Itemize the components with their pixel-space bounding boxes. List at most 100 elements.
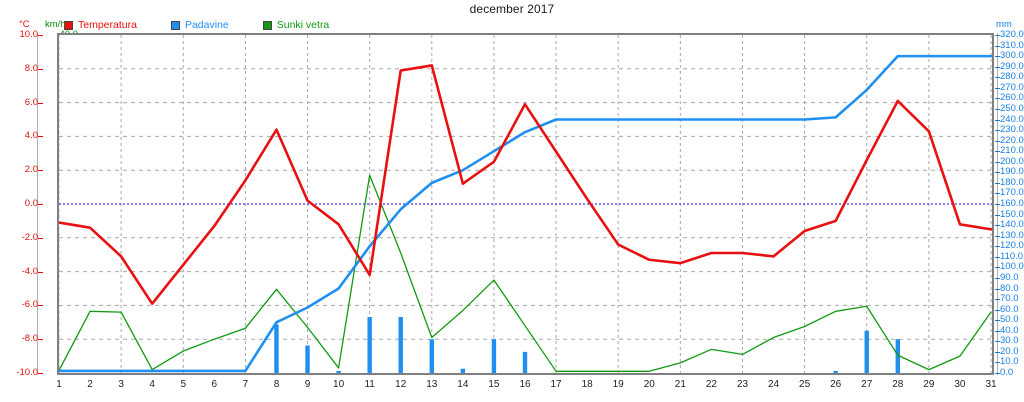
x-axis-tick-label: 3	[118, 379, 124, 390]
x-axis-tick-label: 18	[581, 379, 593, 390]
x-axis-tick-label: 5	[180, 379, 187, 390]
tick-label-mm-mark	[995, 246, 1000, 248]
tick-label-mm-mark	[995, 193, 1000, 195]
x-axis-tick-label: 12	[395, 379, 407, 390]
tick-label-celsius: 0.0	[25, 199, 43, 209]
tick-label-mm-mark	[995, 320, 1000, 322]
tick-label-mm: 260.0	[995, 93, 1024, 103]
legend-swatch-wind-gusts	[262, 21, 272, 30]
precipitation-bar	[367, 317, 372, 373]
temperature-line	[59, 64, 992, 306]
tick-label-celsius: 10.0	[20, 30, 43, 40]
temperature-polyline	[59, 64, 992, 306]
x-axis-tick-label: 23	[736, 379, 749, 390]
tick-label-celsius-mark	[38, 237, 43, 239]
tick-label-celsius: -10.0	[16, 368, 43, 378]
precipitation-bar	[460, 368, 466, 373]
tick-label-celsius-mark	[38, 373, 43, 374]
precipitation-bar	[864, 330, 869, 373]
tick-label-mm-mark	[995, 77, 1000, 79]
precipitation-bar	[895, 339, 900, 373]
x-axis-tick-label: 20	[643, 379, 655, 390]
legend-item-precipitation[interactable]: Padavine	[170, 19, 229, 32]
tick-label-celsius: -4.0	[22, 266, 43, 277]
chart-legend: Temperatura Padavine Sunki vetra	[64, 19, 363, 32]
tick-label-mm: 60.0	[995, 304, 1019, 315]
wind-gust-polyline	[59, 174, 992, 372]
precipitation-bars	[274, 317, 900, 373]
tick-label-mm: 190.0	[995, 167, 1024, 177]
tick-label-mm: 210.0	[995, 146, 1024, 156]
tick-label-mm: 70.0	[995, 294, 1019, 304]
tick-label-mm: 270.0	[995, 82, 1024, 93]
tick-label-mm: 240.0	[995, 114, 1024, 125]
legend-item-wind-gusts[interactable]: Sunki vetra	[262, 19, 330, 32]
tick-label-mm: 0.0	[995, 368, 1013, 378]
precipitation-bar	[305, 345, 310, 373]
tick-label-mm-mark	[995, 204, 1000, 205]
tick-label-mm: 220.0	[995, 135, 1024, 146]
tick-label-mm-mark	[995, 351, 1000, 353]
x-axis-tick-label: 6	[211, 379, 218, 390]
x-axis-tick-label: 21	[674, 379, 686, 390]
tick-label-mm-mark	[995, 277, 1000, 279]
tick-label-mm-mark	[995, 98, 1000, 100]
tick-label-mm: 40.0	[995, 325, 1019, 336]
tick-label-celsius-mark	[38, 136, 43, 138]
tick-label-celsius-mark	[38, 204, 43, 205]
x-axis-tick-label: 27	[861, 379, 873, 390]
x-axis-tick-label: 19	[612, 379, 624, 390]
tick-label-mm: 50.0	[995, 315, 1019, 325]
tick-label-mm: 150.0	[995, 209, 1024, 220]
tick-label-mm: 130.0	[995, 230, 1024, 241]
tick-label-mm: 320.0	[995, 30, 1024, 40]
precipitation-bar	[833, 370, 838, 373]
x-axis-tick-label: 9	[304, 379, 311, 390]
x-axis-tick-label: 4	[149, 379, 155, 390]
tick-label-celsius-mark	[38, 35, 43, 36]
tick-label-mm: 250.0	[995, 103, 1024, 114]
tick-label-mm: 90.0	[995, 272, 1019, 283]
precipitation-polyline	[59, 54, 992, 373]
precipitation-cumulative-line	[59, 54, 992, 373]
x-axis-tick-label: 22	[705, 379, 717, 390]
tick-label-celsius: 2.0	[25, 165, 43, 175]
tick-label-mm: 100.0	[995, 262, 1024, 272]
tick-label-mm-mark	[995, 119, 1000, 121]
tick-label-mm-mark	[995, 151, 1000, 153]
tick-label-mm: 110.0	[995, 251, 1023, 262]
grid-horizontal	[59, 68, 992, 340]
tick-label-celsius: 8.0	[25, 63, 43, 74]
tick-label-mm: 30.0	[995, 336, 1019, 346]
precipitation-bar	[398, 317, 403, 373]
axis-ticks-mm: 320.0 310.0 300.0 290.0 280.0 270.0 260.0 250.0…	[995, 30, 1024, 378]
axis-unit-mm: mm	[996, 19, 1012, 30]
x-axis-tick-label: 17	[550, 379, 562, 390]
tick-label-mm-mark	[995, 299, 1000, 301]
axis-ticks-celsius: 10.0 8.0 6.0 4.0 2.0 0.0 -2.0 -4.0 -6.0 -8.0 -10.0	[2, 30, 43, 378]
tick-label-celsius-mark	[38, 68, 43, 70]
axis-unit-celsius: °C	[19, 19, 30, 30]
tick-label-mm-mark	[995, 362, 1000, 364]
x-axis-tick-label: 26	[830, 379, 842, 390]
legend-swatch-temperature	[64, 21, 73, 30]
precipitation-bar	[429, 339, 434, 373]
x-axis-tick-label: 7	[242, 379, 249, 390]
tick-label-mm-mark	[995, 309, 1000, 311]
legend-label-wind-gusts: Sunki vetra	[276, 19, 330, 31]
legend-item-temperature[interactable]: Temperatura	[64, 19, 137, 32]
chart-canvas	[59, 35, 992, 373]
tick-label-mm-mark	[995, 161, 1000, 163]
tick-label-celsius-mark	[38, 339, 43, 341]
tick-label-mm: 300.0	[995, 51, 1024, 61]
tick-label-mm-mark	[995, 140, 1000, 142]
tick-label-mm-mark	[995, 87, 1000, 89]
tick-label-mm: 140.0	[995, 220, 1024, 230]
tick-label-mm: 20.0	[995, 346, 1019, 357]
x-axis-tick-label: 29	[923, 379, 935, 390]
tick-label-mm: 170.0	[995, 188, 1024, 198]
tick-label-mm-mark	[995, 66, 1000, 68]
tick-label-mm: 280.0	[995, 72, 1024, 82]
tick-label-mm-mark	[995, 235, 1000, 237]
x-axis-tick-label: 28	[892, 379, 904, 390]
